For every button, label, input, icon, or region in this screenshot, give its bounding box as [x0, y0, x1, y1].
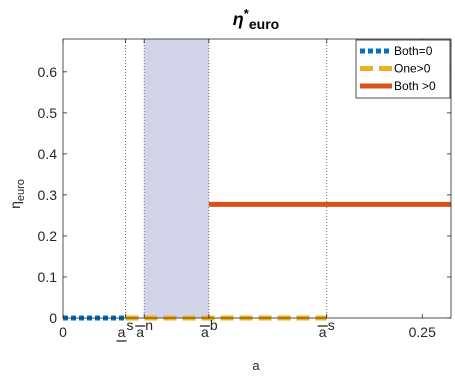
- x-tick-label-base: a: [136, 324, 144, 340]
- x-tick-label-base: a: [319, 324, 327, 340]
- chart-title-sub: euro: [249, 16, 279, 32]
- shaded-region: [144, 39, 209, 318]
- axes-box: [62, 38, 452, 319]
- legend-label-2: One>0: [394, 62, 431, 76]
- legend-label-1: Both=0: [394, 44, 433, 58]
- x-tick-label-tick-0: 0: [59, 324, 67, 340]
- x-tick-label-base: a: [118, 324, 126, 340]
- y-axis-label: ηeuro: [7, 179, 27, 209]
- x-tick-label-tick-0.25: 0.25: [409, 324, 436, 340]
- legend-label-3: Both >0: [394, 79, 436, 93]
- y-tick-label: 0.4: [38, 146, 58, 162]
- x-axis-label: a: [252, 358, 260, 373]
- x-tick-label-base: a: [201, 324, 209, 340]
- y-tick-label: 0: [49, 310, 57, 326]
- y-axis-label-sub: euro: [15, 179, 27, 201]
- y-axis-label-main: η: [7, 201, 23, 209]
- y-tick-label: 0.6: [38, 64, 58, 80]
- y-tick-label: 0.2: [38, 228, 58, 244]
- x-tick-label-sup: s: [127, 317, 134, 333]
- y-tick-label: 0.5: [38, 105, 58, 121]
- legend: Both=0 One>0 Both >0: [355, 39, 451, 99]
- chart-title-main: η: [233, 9, 244, 29]
- x-tick-label-sup: n: [145, 317, 153, 333]
- y-tick-label: 0.3: [38, 187, 58, 203]
- chart-title: η*euro: [233, 6, 279, 32]
- x-tick-label-sup: b: [210, 317, 218, 333]
- x-tick-label-sup: s: [328, 317, 335, 333]
- chart-title-sup: *: [244, 6, 250, 21]
- axes: 00.10.20.30.40.50.60 0.25a s a n a b a s: [38, 38, 452, 342]
- y-tick-label: 0.1: [38, 269, 58, 285]
